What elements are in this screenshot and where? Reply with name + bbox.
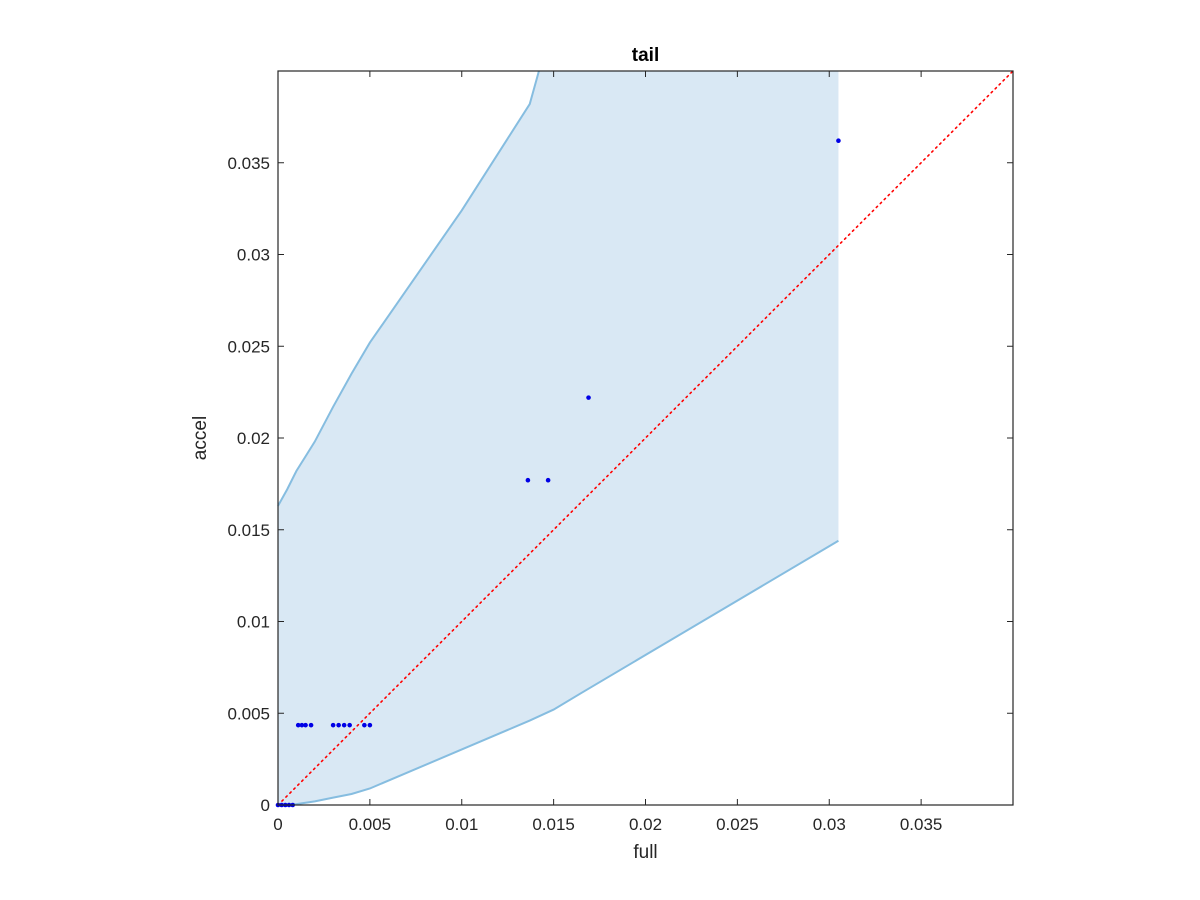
plot-area	[275, 70, 1014, 808]
data-point	[362, 722, 367, 728]
y-axis-label: accel	[190, 416, 211, 460]
data-point	[330, 722, 336, 728]
y-tick-label: 0.025	[227, 337, 270, 356]
y-tick-label: 0.005	[227, 704, 270, 723]
data-point	[836, 138, 841, 144]
data-point	[545, 477, 551, 483]
band-lower-edge	[277, 539, 839, 806]
y-tick-label: 0.02	[237, 429, 270, 448]
data-point	[336, 722, 341, 728]
data-point	[295, 722, 301, 728]
data-point	[341, 722, 347, 728]
data-point	[303, 722, 308, 728]
axis-ticks: 0 0.005 0.01 0.015 0.02 0.025 0.03 0.035 0 0.005 0…	[227, 71, 1013, 834]
x-tick-label: 0	[273, 815, 282, 834]
x-tick-label: 0.02	[629, 815, 662, 834]
data-point	[586, 395, 591, 400]
data-point	[347, 722, 352, 728]
x-tick-label: 0.01	[445, 815, 478, 834]
x-tick-label: 0.005	[349, 815, 392, 834]
y-tick-label: 0.03	[237, 246, 270, 265]
y-tick-label: 0.015	[227, 521, 270, 540]
confidence-band	[278, 71, 839, 805]
band-upper-edge	[277, 70, 540, 507]
data-point	[299, 722, 305, 728]
y-tick-label: 0.01	[237, 613, 270, 632]
x-tick-label: 0.025	[716, 815, 759, 834]
data-point	[525, 477, 531, 483]
x-axis-label: full	[633, 842, 657, 863]
y-tick-label: 0.035	[227, 154, 270, 173]
y-tick-label: 0	[261, 796, 270, 815]
reference-line	[277, 70, 1014, 806]
data-point	[308, 722, 314, 728]
x-tick-label: 0.015	[532, 815, 575, 834]
chart-title: tail	[632, 45, 659, 66]
x-tick-label: 0.035	[900, 815, 943, 834]
data-point	[367, 722, 373, 728]
x-tick-label: 0.03	[813, 815, 846, 834]
